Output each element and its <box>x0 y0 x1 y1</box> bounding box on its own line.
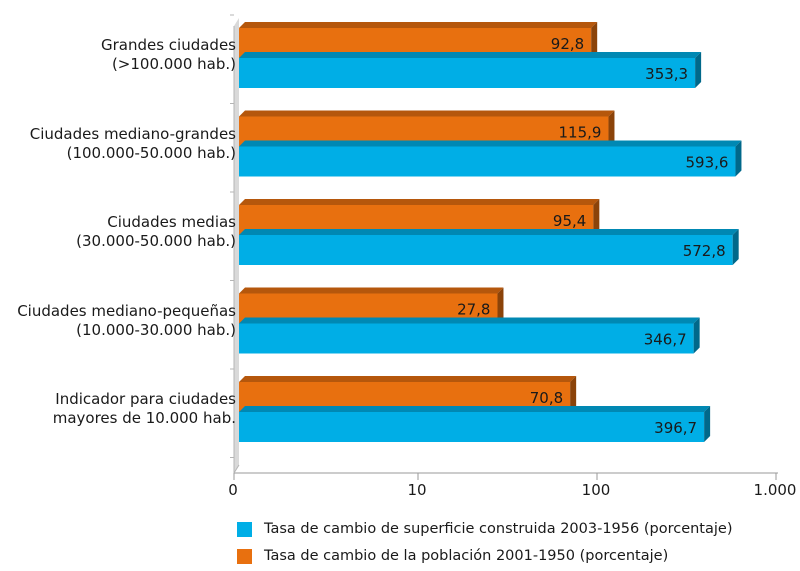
data-label: 396,7 <box>654 419 697 437</box>
bar-top-face <box>239 406 711 412</box>
category-label-line: (30.000-50.000 hab.) <box>76 232 236 250</box>
bar-side-face <box>608 110 615 147</box>
bar-top-face <box>239 287 504 294</box>
data-label: 92,8 <box>551 35 584 53</box>
bar-side-face <box>591 22 598 58</box>
legend-swatch <box>237 548 252 564</box>
x-tick-label: 100 <box>581 481 611 499</box>
category-label-line: Ciudades mediano-pequeñas <box>17 301 236 320</box>
category-label-line: Ciudades mediano-grandes <box>29 124 236 143</box>
data-label: 593,6 <box>686 154 729 172</box>
data-label: 95,4 <box>553 212 586 230</box>
x-tick-label: 0 <box>228 481 238 499</box>
bar-side-face <box>497 287 504 324</box>
bar-side-face <box>693 317 700 354</box>
bar-top-face <box>239 110 615 117</box>
data-label: 346,7 <box>644 331 687 349</box>
category-label: Ciudades medias (30.000-50.000 hab.) <box>76 213 236 251</box>
bar-top-face <box>239 22 598 28</box>
data-label: 27,8 <box>457 301 490 319</box>
data-label: 353,3 <box>645 65 688 83</box>
bar-top-face <box>239 52 702 58</box>
bar <box>239 323 694 354</box>
category-label: Indicador para ciudades mayores de 10.000… <box>53 390 236 428</box>
axis-corner <box>233 464 240 474</box>
axis-wall <box>234 18 239 473</box>
bar-top-face <box>239 376 577 382</box>
data-label: 115,9 <box>559 124 602 142</box>
data-label: 70,8 <box>530 389 563 407</box>
category-label: Grandes ciudades (>100.000 hab.) <box>101 36 236 74</box>
category-label-line: (10.000-30.000 hab.) <box>76 320 236 339</box>
category-label-line: Grandes ciudades <box>100 36 236 54</box>
data-label: 572,8 <box>683 242 726 260</box>
legend-item: Tasa de cambio de la población 2001-1950… <box>237 548 668 564</box>
bar-top-face <box>239 140 742 147</box>
bar-top-face <box>239 229 739 235</box>
bar-top-face <box>239 317 700 324</box>
bar <box>239 235 733 265</box>
bar <box>239 146 736 177</box>
bar-side-face <box>732 229 739 265</box>
category-label: Ciudades mediano-grandes (100.000-50.000 … <box>30 125 236 163</box>
category-label-line: (>100.000 hab.) <box>111 55 236 73</box>
category-label-line: mayores de 10.000 hab. <box>52 409 236 427</box>
bar-side-face <box>704 406 711 442</box>
bar-side-face <box>695 52 702 88</box>
bar <box>239 412 705 442</box>
legend-swatch <box>237 521 252 537</box>
bar-side-face <box>570 376 577 412</box>
bar-side-face <box>593 199 600 235</box>
legend-label: Tasa de cambio de la población 2001-1950… <box>264 548 669 564</box>
bar-top-face <box>239 199 600 205</box>
bar-side-face <box>735 140 742 177</box>
category-label-line: Ciudades medias <box>107 213 236 231</box>
category-label: Ciudades mediano-pequeñas (10.000-30.000 … <box>17 302 236 340</box>
category-label-line: Indicador para ciudades <box>55 390 236 408</box>
category-label-line: (100.000-50.000 hab.) <box>66 143 236 162</box>
legend-item: Tasa de cambio de superficie construida … <box>237 521 732 537</box>
legend-label: Tasa de cambio de superficie construida … <box>264 521 733 537</box>
x-tick-label: 10 <box>407 481 427 499</box>
x-tick-label: 1.000 <box>753 481 797 499</box>
bar <box>239 58 696 88</box>
